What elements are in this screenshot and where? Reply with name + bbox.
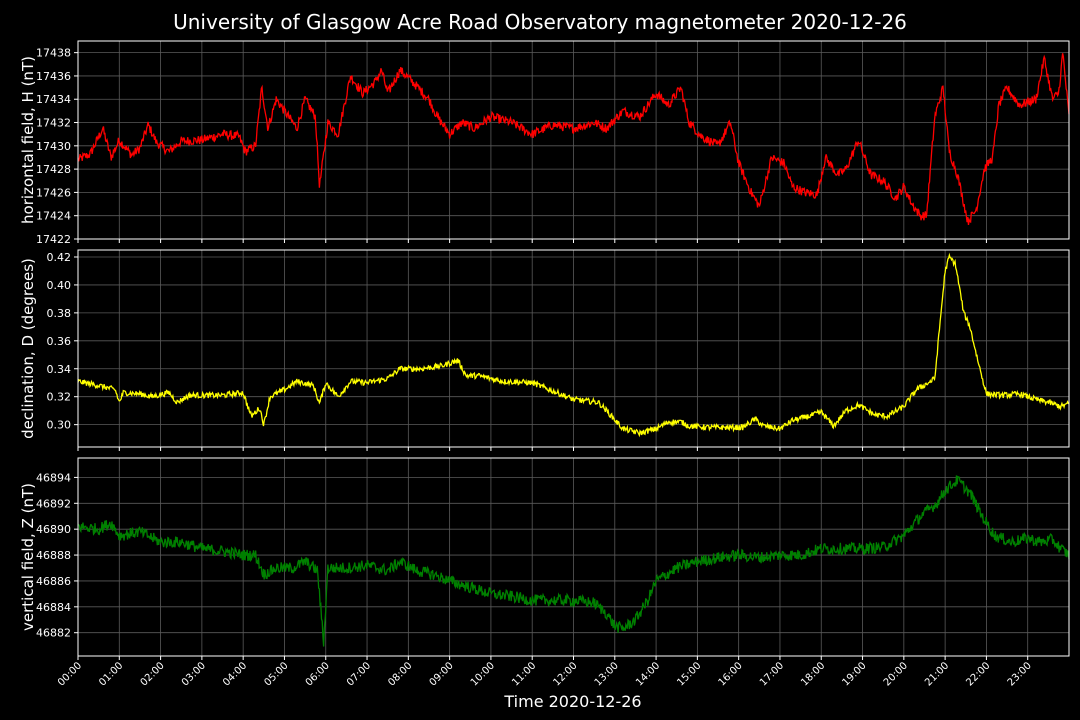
series-line-z: [77, 475, 1070, 647]
x-tick-label: 07:00: [345, 660, 373, 688]
x-tick-label: 18:00: [799, 660, 827, 688]
x-axis-ticks: 00:00 01:00 02:00 03:00 04:00 05:00 06:00 07:00…: [56, 660, 1034, 688]
y-tick-label: 0.42: [47, 251, 72, 264]
series-line-d: [77, 252, 1070, 438]
y-tick-label: 46894: [36, 471, 71, 484]
x-tick-label: 01:00: [97, 660, 125, 688]
y-tick-label: 0.40: [47, 279, 72, 292]
y-tick-label: 0.36: [47, 335, 72, 348]
y-tick-label: 17422: [36, 233, 71, 246]
x-tick-label: 15:00: [675, 660, 703, 688]
x-tick-label: 08:00: [386, 660, 414, 688]
y-tick-label: 17428: [36, 163, 71, 176]
y-tick-label: 46890: [36, 523, 71, 536]
x-tick-label: 12:00: [551, 660, 579, 688]
plot-frame: [77, 249, 1070, 448]
chart-title: University of Glasgow Acre Road Observat…: [173, 10, 907, 34]
y-tick-label: 17426: [36, 186, 71, 199]
y-tick-label: 17424: [36, 210, 71, 223]
x-axis-label: Time 2020-12-26: [503, 692, 641, 711]
x-tick-label: 20:00: [882, 660, 910, 688]
y-tick-label: 46888: [36, 549, 71, 562]
y-tick-label: 0.38: [47, 307, 72, 320]
x-tick-label: 05:00: [262, 660, 290, 688]
x-tick-label: 09:00: [428, 660, 456, 688]
x-tick-label: 23:00: [1006, 660, 1034, 688]
y-tick-label: 46884: [36, 601, 71, 614]
y-axis-label-h: horizontal field, H (nT): [19, 56, 37, 224]
x-tick-label: 03:00: [180, 660, 208, 688]
x-tick-label: 10:00: [469, 660, 497, 688]
x-tick-label: 21:00: [923, 660, 951, 688]
y-tick-label: 46886: [36, 575, 71, 588]
y-tick-label: 46892: [36, 497, 71, 510]
x-tick-label: 00:00: [56, 660, 84, 688]
x-tick-label: 22:00: [964, 660, 992, 688]
y-tick-label: 0.30: [47, 419, 72, 432]
y-tick-label: 46882: [36, 627, 71, 640]
x-tick-label: 14:00: [634, 660, 662, 688]
y-tick-label: 0.34: [47, 363, 72, 376]
y-tick-label: 17432: [36, 117, 71, 130]
x-tick-label: 02:00: [139, 660, 167, 688]
panel-declination: 0.30 0.32 0.34 0.36 0.38 0.40 0.42 declination,…: [19, 249, 1070, 451]
y-tick-label: 0.32: [47, 391, 72, 404]
x-tick-label: 11:00: [510, 660, 538, 688]
x-tick-label: 16:00: [717, 660, 745, 688]
y-tick-label: 17438: [36, 47, 71, 60]
y-axis-label-d: declination, D (degrees): [19, 258, 37, 439]
y-tick-label: 17430: [36, 140, 71, 153]
panel-vertical-field: 46882 46884 46886 46888 46890 46892 46894verti…: [19, 457, 1070, 660]
x-tick-label: 19:00: [841, 660, 869, 688]
plot-frame: [77, 40, 1070, 240]
y-tick-label: 17436: [36, 70, 71, 83]
x-tick-label: 13:00: [593, 660, 621, 688]
y-axis-label-z: vertical field, Z (nT): [19, 483, 37, 631]
x-tick-label: 06:00: [304, 660, 332, 688]
x-tick-label: 17:00: [758, 660, 786, 688]
panel-horizontal-field: 17422 17424 17426 17428 17430 17432 17434 17436…: [19, 40, 1070, 246]
plot-frame: [77, 457, 1070, 657]
x-tick-label: 04:00: [221, 660, 249, 688]
y-tick-label: 17434: [36, 93, 71, 106]
series-line-h: [77, 53, 1070, 226]
